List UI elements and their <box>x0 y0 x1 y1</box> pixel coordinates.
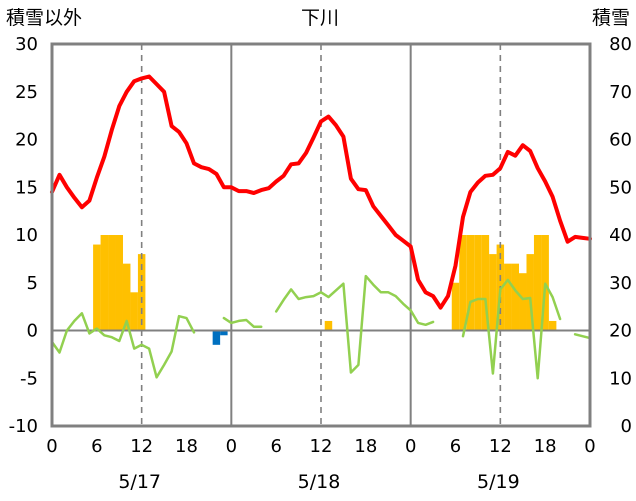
x-tick-label: 18 <box>354 436 377 457</box>
bar <box>474 235 482 331</box>
bar <box>519 273 527 331</box>
temperature-line <box>50 74 592 310</box>
bar <box>100 235 109 331</box>
right-tick-label: 50 <box>609 177 632 198</box>
bar <box>137 254 146 331</box>
bar <box>108 235 116 331</box>
bar <box>489 254 497 331</box>
grid <box>140 44 502 426</box>
bar <box>130 292 138 331</box>
right-tick-label: 20 <box>609 321 632 342</box>
left-tick-label: 15 <box>15 177 38 198</box>
bar <box>115 235 123 331</box>
right-tick-label: 40 <box>609 225 632 246</box>
date-label: 5/18 <box>298 471 341 493</box>
bar <box>93 244 101 331</box>
left-axis-ticks: 30 25 20 15 10 5 0 -5 -10 <box>9 34 38 437</box>
bar <box>511 263 520 331</box>
left-tick-label: 5 <box>27 273 38 294</box>
bar <box>122 263 131 331</box>
x-axis-ticks: 0 6 12 18 0 6 12 18 0 6 12 18 0 <box>46 436 595 457</box>
green-series-line <box>50 274 592 380</box>
x-tick-label: 12 <box>489 436 512 457</box>
bar <box>466 235 475 331</box>
right-axis-ticks: 80 70 60 50 40 30 20 10 0 <box>609 34 632 437</box>
left-tick-label: -5 <box>20 368 38 389</box>
x-tick-label: 18 <box>534 436 557 457</box>
date-labels: 5/17 5/18 5/19 <box>118 471 519 493</box>
right-tick-label: 60 <box>609 130 632 151</box>
bar <box>504 263 512 331</box>
bars <box>93 235 557 345</box>
x-tick-label: 18 <box>175 436 198 457</box>
x-tick-label: 6 <box>270 436 281 457</box>
plot-frame <box>50 42 592 428</box>
right-tick-label: 30 <box>609 273 632 294</box>
x-tick-label: 0 <box>584 436 595 457</box>
x-tick-label: 12 <box>130 436 153 457</box>
x-tick-label: 12 <box>310 436 333 457</box>
x-tick-label: 0 <box>226 436 237 457</box>
date-label: 5/17 <box>118 471 161 493</box>
bar <box>526 254 534 331</box>
right-tick-label: 70 <box>609 82 632 103</box>
bar <box>481 235 490 331</box>
left-tick-label: 25 <box>15 82 38 103</box>
left-tick-label: 20 <box>15 130 38 151</box>
chart-title: 下川 <box>301 7 339 29</box>
left-tick-label: 0 <box>27 321 38 342</box>
right-axis-title: 積雪 <box>592 7 630 29</box>
bar <box>220 330 228 336</box>
temperature-path <box>50 74 592 310</box>
left-tick-label: 30 <box>15 34 38 55</box>
bar <box>459 235 467 331</box>
x-tick-label: 0 <box>46 436 57 457</box>
bar <box>451 282 460 331</box>
left-axis-title: 積雪以外 <box>6 7 82 29</box>
bar <box>533 235 542 331</box>
bar <box>212 330 221 345</box>
x-tick-label: 0 <box>405 436 416 457</box>
right-tick-label: 80 <box>609 34 632 55</box>
left-tick-label: 10 <box>15 225 38 246</box>
bar <box>548 320 557 331</box>
x-tick-label: 6 <box>450 436 461 457</box>
x-tick-label: 6 <box>91 436 102 457</box>
right-tick-label: 10 <box>609 368 632 389</box>
date-label: 5/19 <box>477 471 520 493</box>
left-tick-label: -10 <box>9 416 38 437</box>
right-tick-label: 0 <box>621 416 632 437</box>
green-series-path <box>50 274 592 380</box>
bar <box>324 320 333 331</box>
